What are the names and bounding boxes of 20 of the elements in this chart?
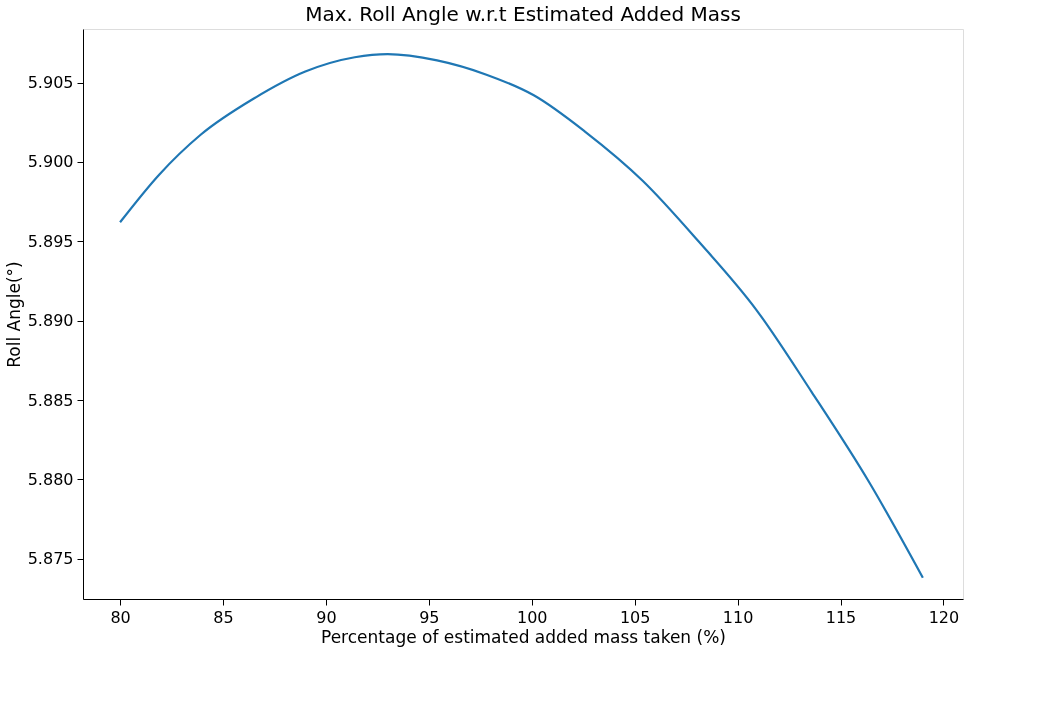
line-series	[118, 52, 924, 579]
y-tick-label: 5.905	[27, 73, 74, 93]
x-tick-label: 90	[316, 607, 337, 627]
x-tick-label: 80	[110, 607, 131, 627]
y-tick-label: 5.890	[27, 311, 74, 331]
y-axis-title: Roll Angle(°)	[3, 261, 24, 368]
x-tick-label: 85	[213, 607, 234, 627]
y-tick-label: 5.895	[27, 231, 74, 251]
x-tick-label: 100	[516, 607, 548, 627]
y-tick-label: 5.900	[27, 152, 74, 172]
x-axis-title: Percentage of estimated added mass taken (%)	[321, 626, 726, 647]
x-tick-label: 115	[825, 607, 857, 627]
x-tick-label: 110	[722, 607, 754, 627]
x-tick-label: 105	[619, 607, 651, 627]
y-tick-label: 5.875	[27, 549, 74, 569]
x-tick-label: 120	[928, 607, 960, 627]
chart-title: Max. Roll Angle w.r.t Estimated Added Mass	[305, 2, 741, 26]
x-tick-label: 95	[419, 607, 440, 627]
y-tick-label: 5.885	[27, 390, 74, 410]
y-tick-label: 5.880	[27, 469, 74, 489]
